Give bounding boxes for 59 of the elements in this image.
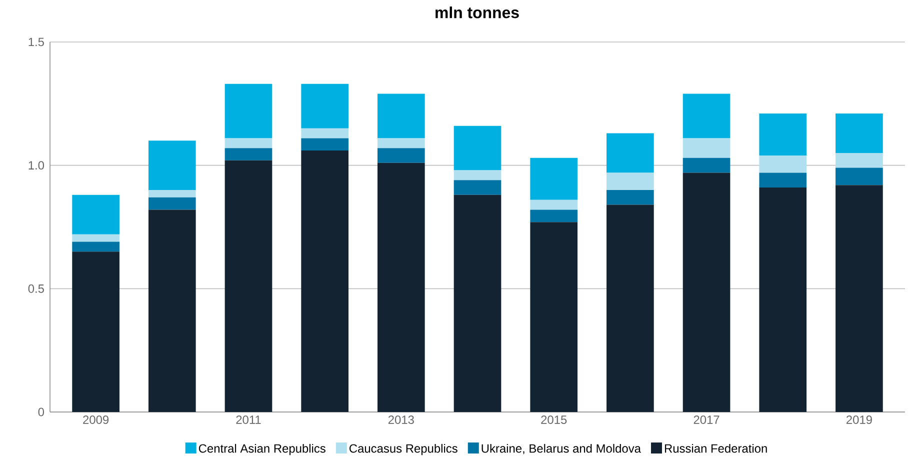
bar: [72, 234, 120, 242]
bar: [530, 200, 578, 210]
bar: [606, 204, 654, 412]
bar: [836, 152, 883, 168]
bar: [224, 84, 272, 138]
bar: [378, 138, 425, 148]
bar: [72, 252, 120, 412]
bar: [224, 138, 272, 148]
bar: [454, 126, 502, 170]
bar: [301, 138, 348, 151]
bar: [378, 94, 425, 138]
bar: [301, 128, 348, 138]
bar: [148, 190, 196, 198]
bar: [836, 185, 883, 412]
bar: [301, 84, 348, 128]
bar: [72, 194, 120, 234]
bar: [454, 180, 502, 195]
bar: [682, 138, 730, 158]
y-tick-label: 1.5: [28, 38, 44, 46]
bar: [454, 170, 502, 180]
bar: [759, 114, 807, 156]
bar: [759, 155, 807, 173]
bar: [530, 222, 578, 412]
x-tick-label: 2019: [846, 416, 872, 424]
y-tick-label: 0.5: [28, 284, 44, 293]
bar: [682, 158, 730, 173]
bar: [454, 194, 502, 412]
bar: [606, 172, 654, 190]
x-tick-label: 2009: [83, 416, 109, 424]
bar: [606, 133, 654, 173]
y-tick-label: 1.0: [28, 161, 44, 170]
bar: [682, 172, 730, 412]
bar: [301, 150, 348, 412]
bar: [759, 172, 807, 188]
bar: [836, 114, 883, 153]
legend-label: Central Asian Republics: [198, 444, 326, 456]
bar: [148, 140, 196, 190]
bar: [836, 168, 883, 186]
legend-label: Russian Federation: [664, 444, 767, 453]
bar: [682, 94, 730, 138]
chart-title: mln tonnes: [436, 6, 519, 18]
x-tick-label: 2011: [236, 416, 261, 424]
bar: [224, 160, 272, 412]
bar: [148, 197, 196, 210]
bar: [606, 190, 654, 205]
y-tick-label: 0: [38, 408, 44, 416]
bar: [530, 210, 578, 222]
bar: [72, 242, 120, 252]
bar: [148, 210, 196, 412]
bar: [378, 162, 425, 412]
bar: [224, 148, 272, 160]
legend-label: Caucasus Republics: [350, 444, 458, 456]
bar: [378, 148, 425, 163]
legend-label: Ukraine, Belarus and Moldova: [482, 444, 641, 454]
bar: [759, 188, 807, 412]
x-tick-label: 2017: [694, 416, 720, 424]
bar: [530, 158, 578, 200]
x-tick-label: 2015: [541, 416, 567, 424]
x-tick-label: 2013: [388, 416, 414, 424]
